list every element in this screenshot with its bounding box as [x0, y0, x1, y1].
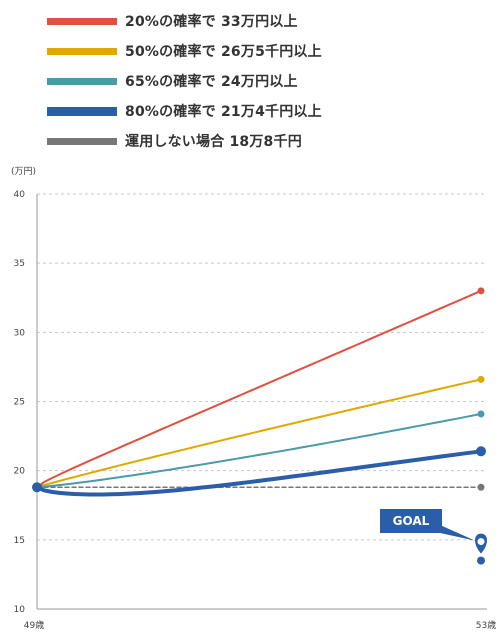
goal-badge-pointer [440, 525, 475, 541]
y-tick-label: 40 [14, 190, 26, 200]
y-tick-label: 25 [14, 398, 25, 408]
x-tick-label: 53歳 [476, 619, 496, 631]
legend-label-65: 65%の確率で 24万円以上 [125, 74, 298, 90]
goal-label: GOAL [393, 514, 430, 528]
legend-item-50: 50%の確率で 26万5千円以上 [47, 36, 322, 66]
y-tick-label: 15 [14, 536, 25, 546]
series-line [35, 449, 483, 497]
series-end-point [477, 287, 485, 295]
legend-item-no-investment: 運用しない場合 18万8千円 [47, 126, 322, 156]
goal-point [477, 556, 485, 565]
legend-label-no-investment: 運用しない場合 18万8千円 [125, 134, 302, 150]
series-line [36, 378, 482, 489]
legend-label-80: 80%の確率で 21万4千円以上 [125, 104, 322, 120]
series-line [36, 412, 482, 489]
x-tick-label: 49歳 [24, 619, 44, 631]
y-tick-label: 35 [14, 259, 25, 269]
series-end-point [477, 483, 485, 491]
legend-swatch-65 [47, 77, 117, 85]
legend-label-20: 20%の確率で 33万円以上 [125, 14, 298, 30]
series-end-point [476, 446, 486, 457]
series-line [36, 289, 482, 489]
goal-badge [380, 509, 442, 533]
legend-swatch-80 [47, 106, 117, 116]
legend-item-80: 80%の確率で 21万4千円以上 [47, 96, 322, 126]
series-end-point [477, 410, 485, 418]
goal-pin-hole [477, 538, 485, 546]
legend-label-50: 50%の確率で 26万5千円以上 [125, 44, 322, 60]
series-start-point [32, 482, 42, 493]
y-tick-label: 20 [14, 467, 26, 477]
chart-legend: 20%の確率で 33万円以上 50%の確率で 26万5千円以上 65%の確率で … [47, 6, 322, 156]
legend-swatch-20 [47, 17, 117, 25]
legend-swatch-50 [47, 47, 117, 55]
legend-item-20: 20%の確率で 33万円以上 [47, 6, 322, 36]
y-tick-label: 10 [14, 605, 26, 615]
legend-item-65: 65%の確率で 24万円以上 [47, 66, 322, 96]
y-tick-label: 30 [14, 328, 26, 338]
y-unit-label: (万円) [11, 166, 36, 177]
series-end-point [477, 375, 485, 383]
legend-swatch-no-investment [47, 137, 117, 145]
